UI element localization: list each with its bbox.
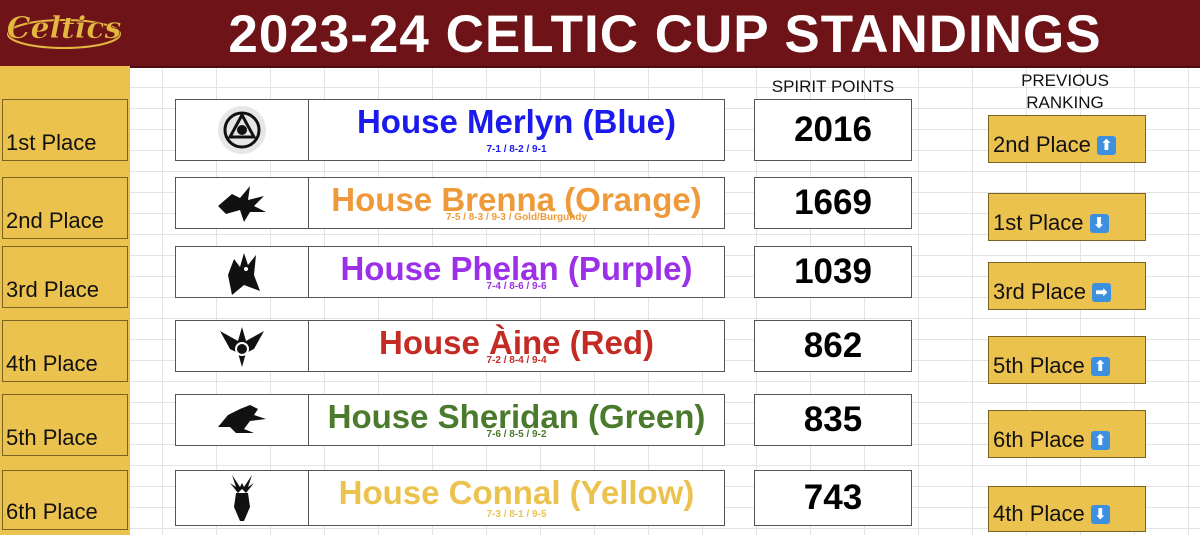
place-label: 5th Place (2, 394, 128, 456)
house-row: House Àine (Red) 7-2 / 8-4 / 9-4 (175, 320, 725, 372)
house-row: House Phelan (Purple) 7-4 / 8-6 / 9-6 (175, 246, 725, 298)
spirit-points-header: SPIRIT POINTS (771, 77, 895, 96)
dragon-knot-icon (220, 327, 264, 367)
house-crest-cell (176, 178, 309, 228)
house-row: House Brenna (Orange) 7-5 / 8-3 / 9-3 / G… (175, 177, 725, 229)
up-arrow-icon: ⬆ (1090, 431, 1110, 450)
house-homerooms: 7-5 / 8-3 / 9-3 / Gold/Burgundy (445, 212, 588, 223)
right-arrow-icon: ➡ (1091, 283, 1111, 302)
house-row: House Sheridan (Green) 7-6 / 8-5 / 9-2 (175, 394, 725, 446)
house-crest-cell (176, 395, 309, 445)
previous-ranking-header: PREVIOUS RANKING (1021, 71, 1109, 112)
house-homerooms: 7-6 / 8-5 / 9-2 (486, 429, 547, 440)
place-label: 1st Place (2, 99, 128, 161)
house-homerooms: 7-3 / 8-1 / 9-5 (486, 509, 547, 520)
previous-ranking-label: 4th Place (993, 501, 1085, 526)
spirit-points-value: 2016 (754, 99, 912, 161)
stag-icon (230, 475, 254, 521)
house-name: House Àine (Red) (378, 324, 655, 361)
up-arrow-icon: ⬆ (1096, 136, 1116, 155)
house-homerooms: 7-4 / 8-6 / 9-6 (486, 281, 547, 292)
place-label: 3rd Place (2, 246, 128, 308)
raven-icon (218, 186, 266, 222)
house-name: House Merlyn (Blue) (356, 103, 677, 140)
page-title: 2023-24 CELTIC CUP STANDINGS (228, 5, 1102, 64)
wolf-icon (228, 253, 260, 295)
place-label: 2nd Place (2, 177, 128, 239)
house-crest-cell (176, 247, 309, 297)
house-crest-cell (176, 471, 309, 525)
house-name: House Phelan (Purple) (340, 250, 693, 287)
house-name: House Connal (Yellow) (338, 474, 695, 511)
house-row: House Connal (Yellow) 7-3 / 8-1 / 9-5 (175, 470, 725, 526)
spirit-points-value: 862 (754, 320, 912, 372)
spirit-points-value: 835 (754, 394, 912, 446)
previous-ranking-label: 3rd Place (993, 279, 1086, 304)
triskele-icon (218, 106, 266, 154)
celtics-logo: Celtics (6, 11, 122, 49)
spirit-points-value: 1669 (754, 177, 912, 229)
house-homerooms: 7-2 / 8-4 / 9-4 (486, 355, 547, 366)
spirit-points-value: 1039 (754, 246, 912, 298)
up-arrow-icon: ⬆ (1090, 357, 1110, 376)
horse-icon (218, 405, 266, 433)
place-label: 4th Place (2, 320, 128, 382)
previous-ranking-label: 1st Place (993, 210, 1084, 235)
previous-ranking-label: 6th Place (993, 427, 1085, 452)
previous-ranking: 4th Place ⬇ (988, 486, 1146, 532)
svg-text:Celtics: Celtics (7, 11, 122, 46)
previous-ranking: 3rd Place ➡ (988, 262, 1146, 310)
house-name: House Brenna (Orange) (331, 181, 702, 218)
house-crest-cell (176, 100, 309, 160)
house-homerooms: 7-1 / 8-2 / 9-1 (486, 144, 547, 155)
previous-ranking: 5th Place ⬆ (988, 336, 1146, 384)
down-arrow-icon: ⬇ (1090, 505, 1110, 524)
place-label: 6th Place (2, 470, 128, 530)
house-crest-cell (176, 321, 309, 371)
spirit-points-value: 743 (754, 470, 912, 526)
title-banner: Celtics 2023-24 CELTIC CUP STANDINGS (0, 0, 1200, 68)
previous-ranking: 2nd Place ⬆ (988, 115, 1146, 163)
previous-ranking-label: 5th Place (993, 353, 1085, 378)
previous-ranking: 6th Place ⬆ (988, 410, 1146, 458)
previous-ranking: 1st Place ⬇ (988, 193, 1146, 241)
down-arrow-icon: ⬇ (1089, 214, 1109, 233)
previous-ranking-label: 2nd Place (993, 132, 1091, 157)
house-name: House Sheridan (Green) (327, 398, 706, 435)
house-row: House Merlyn (Blue) 7-1 / 8-2 / 9-1 (175, 99, 725, 161)
